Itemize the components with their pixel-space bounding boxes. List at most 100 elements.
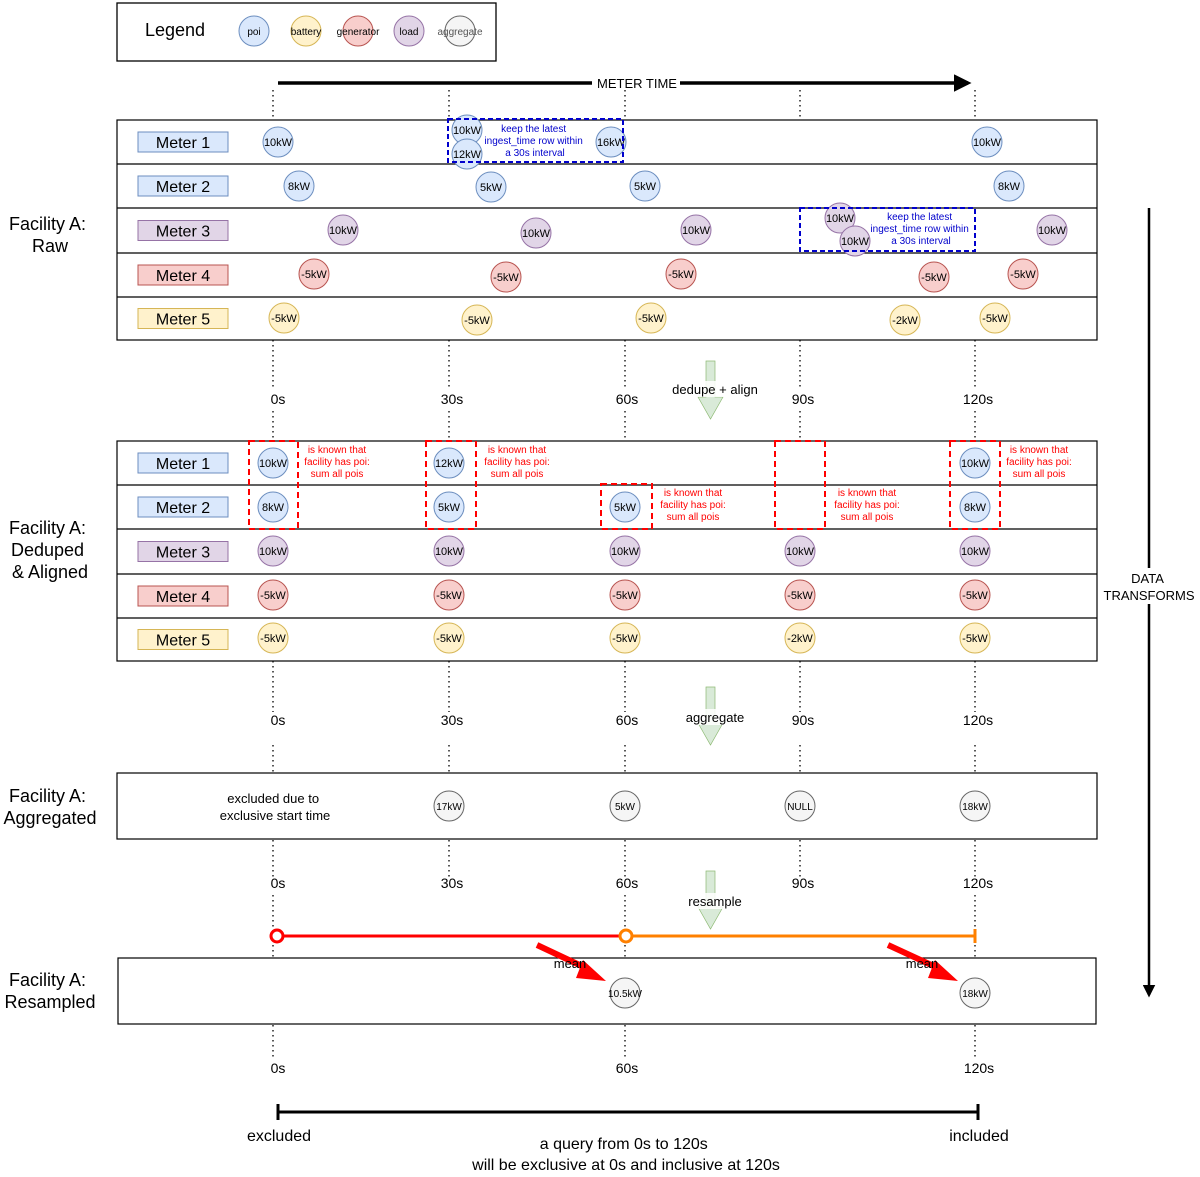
aligned-meter-1-reading-marker [257, 447, 289, 479]
raw-meter-3-reading-marker [839, 225, 871, 257]
raw-meter-1-reading-marker [971, 126, 1003, 158]
aligned-meter-5-reading: -2kW [784, 622, 816, 654]
raw-meter-1-reading-label: 12kW [453, 149, 482, 161]
aggregate-value-label: 17kW [436, 802, 462, 813]
deduped-meter-1-tag [137, 452, 229, 474]
aligned-meter-3-reading-label: 10kW [259, 546, 288, 558]
raw-meter-5-reading: -5kW [461, 304, 493, 336]
raw-meter-2-reading-marker [629, 170, 661, 202]
aligned-meter-5-reading-label: -5kW [962, 633, 988, 645]
time-labels-raw: 0s 30s 60s 90s 120s [271, 391, 994, 407]
aligned-meter-2-reading-label: 5kW [438, 502, 461, 514]
aggregate-step: aggregate [680, 686, 750, 746]
aligned-meter-4-reading-label: -5kW [612, 590, 638, 602]
aligned-meter-1-reading: 10kW [959, 447, 991, 479]
aligned-meter-4-reading-marker [784, 579, 816, 611]
raw-meter-2-tag [137, 175, 229, 197]
raw-meter-1-reading: 10kW [262, 126, 294, 158]
raw-meter-1-reading-marker [262, 126, 294, 158]
legend-generator-label: generator [337, 27, 380, 38]
aligned-meter-4-reading: -5kW [609, 579, 641, 611]
raw-meter-5-reading-label: -2kW [892, 315, 918, 327]
interval-open-start [269, 928, 285, 944]
raw-meter-5-reading-marker [268, 302, 300, 334]
dedupe-align-step: dedupe + align [668, 360, 764, 420]
aligned-meter-1-reading: 10kW [257, 447, 289, 479]
aligned-meter-5-reading-marker [433, 622, 465, 654]
aggregate-value-marker [959, 790, 991, 822]
deduped-meter-2-tag [137, 496, 229, 518]
time-labels-resampled: 0s 60s 120s [271, 1060, 995, 1076]
aligned-meter-1-reading-label: 12kW [435, 458, 464, 470]
time-label: 120s [963, 875, 993, 891]
raw-meter-5-name: Meter 5 [156, 312, 210, 329]
raw-meter-4-reading-label: -5kW [668, 269, 694, 281]
poi-note-0s: is known that facility has poi: sum all po… [304, 445, 370, 480]
raw-meter-3-reading: 10kW [680, 214, 712, 246]
deduped-meter-4-tag [137, 585, 229, 607]
resampled-value-label: 10.5kW [608, 989, 642, 1000]
raw-meter-1-reading-marker [595, 126, 627, 158]
aggregate-value: 18kW [959, 790, 991, 822]
resampled-value-marker [959, 977, 991, 1009]
raw-meter-1-reading-label: 10kW [973, 137, 1002, 149]
aligned-meter-4-reading-label: -5kW [962, 590, 988, 602]
res-time-label: 60s [616, 1060, 639, 1076]
excluded-note: excluded due to exclusive start time [220, 791, 331, 823]
raw-meter-3-reading: 10kW [520, 217, 552, 249]
time-label: 30s [441, 875, 464, 891]
raw-meter-2-reading-label: 8kW [998, 181, 1021, 193]
raw-meter-3-tag [137, 220, 229, 241]
raw-meter-1-reading-label: 10kW [264, 137, 293, 149]
aligned-meter-2-reading-marker [959, 491, 991, 523]
deduped-meter-2-name: Meter 2 [156, 500, 210, 517]
aggregate-value: 17kW [433, 790, 465, 822]
raw-meter-5-reading-label: -5kW [982, 313, 1008, 325]
raw-meter-4-reading-marker [1007, 258, 1039, 290]
aligned-meter-1-reading: 12kW [433, 447, 465, 479]
raw-meter-5-reading-marker [889, 304, 921, 336]
aligned-meter-2-reading-marker [609, 491, 641, 523]
raw-meter-1-reading: 16kW [595, 126, 627, 158]
aligned-meter-5-reading: -5kW [257, 622, 289, 654]
resampled-value: 18kW [959, 977, 991, 1009]
deduped-meter-3-name: Meter 3 [156, 545, 210, 562]
raw-meter-2-reading-marker [283, 170, 315, 202]
raw-meter-4-reading-marker [918, 261, 950, 293]
resample-label: resample [688, 894, 741, 909]
aligned-meter-4-reading-label: -5kW [260, 590, 286, 602]
deduped-meter-5-name: Meter 5 [156, 633, 210, 650]
data-transforms-label: DATA TRANSFORMS [1104, 571, 1195, 603]
aligned-meter-5-reading: -5kW [609, 622, 641, 654]
svg-text:keep the latest ingest_t: keep the latest ingest_time row within a… [484, 124, 585, 159]
legend-aggregate-label: aggregate [437, 27, 482, 38]
poi-note-120s: is known that facility has poi: sum all po… [1006, 445, 1072, 480]
aligned-meter-4-reading: -5kW [257, 579, 289, 611]
mean-arrow-1: mean [535, 942, 606, 981]
time-labels-aggregated: 0s 30s 60s 90s 120s [271, 875, 994, 891]
raw-meter-5-reading: -5kW [979, 302, 1011, 334]
raw-meter-4-reading: -5kW [298, 258, 330, 290]
aligned-meter-4-reading-label: -5kW [787, 590, 813, 602]
raw-meter-4-name: Meter 4 [156, 268, 210, 285]
resampled-section-title: Facility A: Resampled [4, 970, 95, 1012]
legend: Legend poi battery generator load aggregate [116, 2, 497, 62]
raw-meter-1-reading-label: 10kW [453, 125, 482, 137]
raw-meter-5-tag [137, 308, 229, 329]
raw-meter-4-tag [137, 264, 229, 286]
aligned-meter-3-reading-marker [609, 535, 641, 567]
raw-section-title: Facility A: Raw [9, 214, 91, 256]
aligned-meter-4-reading-label: -5kW [436, 590, 462, 602]
aggregate-value-marker [609, 790, 641, 822]
svg-text:keep the latest ingest_t: keep the latest ingest_time row within a… [870, 212, 971, 247]
raw-meter-3-name: Meter 3 [156, 224, 210, 241]
aligned-meter-4-reading: -5kW [959, 579, 991, 611]
aligned-meter-2-reading: 5kW [609, 491, 641, 523]
resampled-section: 10.5kW 18kW Facility A: Resampled [4, 957, 1097, 1025]
aggregate-value: NULL [784, 790, 816, 822]
raw-meter-5-reading: -5kW [268, 302, 300, 334]
legend-poi-label: poi [247, 27, 260, 38]
legend-poi-swatch [238, 15, 270, 47]
query-caption: a query from 0s to 120s will be exclusiv… [471, 1136, 780, 1174]
